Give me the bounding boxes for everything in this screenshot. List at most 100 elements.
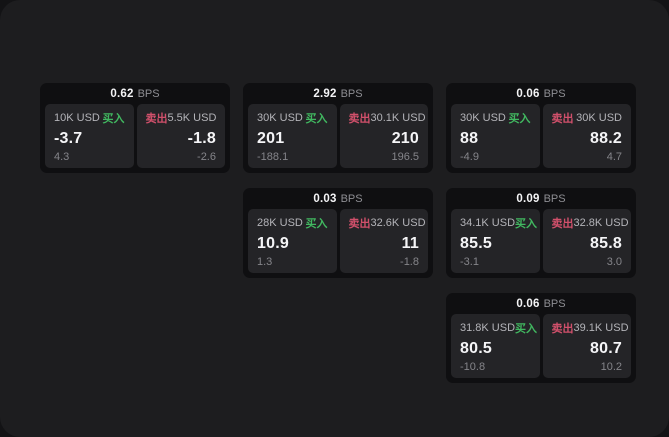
sell-size-label: 32.6K USD [370,217,426,229]
buy-delta: -4.9 [460,151,479,163]
sell-side-label: 卖出 [145,113,168,125]
buy-panel[interactable]: 30K USD 买入 88 -4.9 [451,104,540,168]
buy-sell-panels: 34.1K USD 买入 85.5 -3.1 卖出 32.8K USD 85.8… [451,209,631,273]
buy-size-label: 10K USD [54,112,100,124]
bps-value: 0.06 [516,87,540,100]
buy-side-label: 买入 [305,218,328,230]
sell-price: 210 [391,130,419,147]
buy-price: 80.5 [460,340,492,357]
bps-header: 0.09 BPS [451,188,631,209]
buy-size-label: 30K USD [460,112,506,124]
bps-header: 0.06 BPS [451,293,631,314]
buy-panel[interactable]: 10K USD 买入 -3.7 4.3 [45,104,134,168]
sell-price: 11 [401,235,419,252]
buy-sell-panels: 28K USD 买入 10.9 1.3 卖出 32.6K USD 11 -1.8 [248,209,428,273]
buy-size-label: 31.8K USD [460,322,516,334]
buy-price: 88 [460,130,479,147]
buy-panel[interactable]: 31.8K USD 买入 80.5 -10.8 [451,314,540,378]
sell-delta: 10.2 [600,361,622,373]
buy-panel[interactable]: 28K USD 买入 10.9 1.3 [248,209,337,273]
sell-panel[interactable]: 卖出 30K USD 88.2 4.7 [542,104,631,168]
sell-size-label: 32.8K USD [573,217,629,229]
buy-price: 10.9 [257,235,289,252]
sell-panel-top: 卖出 30.1K USD [348,110,426,126]
buy-price: 201 [257,130,285,147]
sell-price: -1.8 [187,130,216,147]
sell-panel[interactable]: 卖出 32.8K USD 85.8 3.0 [542,209,631,273]
buy-delta: -188.1 [257,151,289,163]
buy-side-label: 买入 [305,113,328,125]
bps-unit-label: BPS [340,192,363,205]
bps-header: 2.92 BPS [248,83,428,104]
sell-size-label: 30.1K USD [370,112,426,124]
buy-side-label: 买入 [515,218,538,230]
buy-side-label: 买入 [102,113,125,125]
sell-panel-top: 卖出 32.6K USD [348,215,426,231]
quote-card: 0.62 BPS 10K USD 买入 -3.7 4.3 卖出 5.5K USD… [40,83,230,173]
bps-header: 0.06 BPS [451,83,631,104]
quote-card: 0.09 BPS 34.1K USD 买入 85.5 -3.1 卖出 32.8K… [446,188,636,278]
quote-card: 0.03 BPS 28K USD 买入 10.9 1.3 卖出 32.6K US… [243,188,433,278]
buy-panel[interactable]: 34.1K USD 买入 85.5 -3.1 [451,209,540,273]
sell-panel[interactable]: 卖出 39.1K USD 80.7 10.2 [542,314,631,378]
sell-panel-top: 卖出 5.5K USD [146,110,217,126]
bps-unit-label: BPS [340,87,363,100]
bps-unit-label: BPS [543,192,566,205]
sell-side-label: 卖出 [348,113,371,125]
buy-panel-top: 31.8K USD 买入 [460,320,537,336]
bps-value: 0.03 [313,192,337,205]
buy-sell-panels: 30K USD 买入 88 -4.9 卖出 30K USD 88.2 4.7 [451,104,631,168]
buy-side-label: 买入 [508,113,531,125]
sell-panel-top: 卖出 39.1K USD [551,320,629,336]
bps-unit-label: BPS [543,297,566,310]
buy-sell-panels: 31.8K USD 买入 80.5 -10.8 卖出 39.1K USD 80.… [451,314,631,378]
sell-panel-top: 卖出 30K USD [552,110,623,126]
quote-card-grid: 0.62 BPS 10K USD 买入 -3.7 4.3 卖出 5.5K USD… [40,83,636,383]
buy-panel-top: 34.1K USD 买入 [460,215,537,231]
bps-value: 2.92 [313,87,337,100]
sell-delta: 4.7 [606,151,622,163]
bps-unit-label: BPS [137,87,160,100]
buy-panel-top: 28K USD 买入 [257,215,328,231]
buy-size-label: 30K USD [257,112,303,124]
quote-card: 0.06 BPS 30K USD 买入 88 -4.9 卖出 30K USD 8… [446,83,636,173]
sell-panel[interactable]: 卖出 30.1K USD 210 196.5 [339,104,428,168]
buy-panel-top: 30K USD 买入 [460,110,531,126]
bps-header: 0.03 BPS [248,188,428,209]
buy-size-label: 34.1K USD [460,217,516,229]
sell-side-label: 卖出 [551,218,574,230]
sell-side-label: 卖出 [551,323,574,335]
buy-panel-top: 30K USD 买入 [257,110,328,126]
buy-delta: -3.1 [460,256,479,268]
buy-panel[interactable]: 30K USD 买入 201 -188.1 [248,104,337,168]
sell-price: 88.2 [590,130,622,147]
buy-price: 85.5 [460,235,492,252]
bps-header: 0.62 BPS [45,83,225,104]
sell-panel-top: 卖出 32.8K USD [551,215,629,231]
buy-sell-panels: 30K USD 买入 201 -188.1 卖出 30.1K USD 210 1… [248,104,428,168]
bps-value: 0.09 [516,192,540,205]
sell-delta: 3.0 [606,256,622,268]
buy-size-label: 28K USD [257,217,303,229]
buy-side-label: 买入 [515,323,538,335]
sell-side-label: 卖出 [348,218,371,230]
sell-panel[interactable]: 卖出 32.6K USD 11 -1.8 [339,209,428,273]
buy-delta: 4.3 [54,151,70,163]
sell-panel[interactable]: 卖出 5.5K USD -1.8 -2.6 [136,104,225,168]
buy-panel-top: 10K USD 买入 [54,110,125,126]
quote-card: 2.92 BPS 30K USD 买入 201 -188.1 卖出 30.1K … [243,83,433,173]
sell-delta: -1.8 [400,256,419,268]
sell-price: 80.7 [590,340,622,357]
buy-delta: -10.8 [460,361,486,373]
buy-price: -3.7 [54,130,83,147]
sell-size-label: 39.1K USD [573,322,629,334]
bps-value: 0.62 [110,87,134,100]
sell-price: 85.8 [590,235,622,252]
sell-delta: -2.6 [197,151,216,163]
bps-value: 0.06 [516,297,540,310]
bps-unit-label: BPS [543,87,566,100]
buy-sell-panels: 10K USD 买入 -3.7 4.3 卖出 5.5K USD -1.8 -2.… [45,104,225,168]
buy-delta: 1.3 [257,256,273,268]
sell-delta: 196.5 [391,151,419,163]
